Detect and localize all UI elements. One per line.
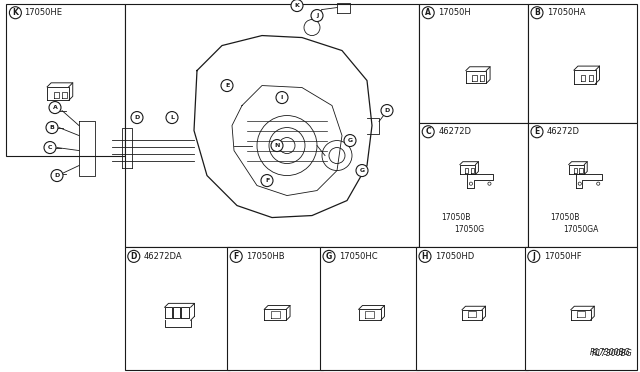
Circle shape (44, 142, 56, 154)
Text: 17050B: 17050B (442, 213, 471, 222)
Circle shape (344, 135, 356, 147)
Text: K: K (294, 3, 300, 8)
Circle shape (230, 250, 242, 262)
Text: A: A (52, 105, 58, 110)
Circle shape (381, 105, 393, 116)
Circle shape (166, 112, 178, 124)
Text: B: B (534, 8, 540, 17)
Circle shape (221, 80, 233, 92)
Text: E: E (534, 127, 540, 136)
Text: 17050GA: 17050GA (563, 225, 598, 234)
Bar (416, 247, 528, 370)
Text: 17050H: 17050H (438, 8, 471, 17)
Circle shape (261, 174, 273, 186)
Text: K: K (12, 8, 19, 17)
Bar (227, 247, 323, 370)
Text: C: C (48, 145, 52, 150)
Circle shape (531, 126, 543, 138)
Circle shape (356, 164, 368, 177)
Circle shape (422, 7, 434, 19)
Circle shape (51, 170, 63, 182)
Bar (525, 247, 637, 370)
Text: C: C (426, 127, 431, 136)
Text: G: G (360, 168, 365, 173)
Text: G: G (348, 138, 353, 143)
Text: H: H (422, 252, 428, 261)
Text: 17050G: 17050G (454, 225, 484, 234)
Circle shape (528, 250, 540, 262)
Text: D: D (134, 115, 140, 120)
Text: 46272D: 46272D (547, 127, 580, 136)
Bar (6, 4, 125, 156)
Circle shape (46, 122, 58, 134)
Circle shape (422, 126, 434, 138)
Text: 17050HF: 17050HF (544, 252, 581, 261)
Text: 17050HC: 17050HC (339, 252, 378, 261)
Text: 17050HA: 17050HA (547, 8, 586, 17)
Bar (125, 247, 230, 370)
Text: D: D (385, 108, 390, 113)
Text: B: B (49, 125, 54, 130)
Text: J: J (532, 252, 535, 261)
Circle shape (276, 92, 288, 103)
Circle shape (49, 102, 61, 113)
Text: I: I (281, 95, 283, 100)
Bar (528, 4, 637, 123)
Text: N: N (275, 143, 280, 148)
Bar (125, 4, 419, 247)
Bar (528, 123, 637, 247)
Circle shape (131, 112, 143, 124)
Text: E: E (225, 83, 229, 88)
Text: F: F (265, 178, 269, 183)
Bar (320, 247, 419, 370)
Text: J: J (316, 13, 318, 18)
Text: R17300BG: R17300BG (589, 348, 630, 357)
Text: R17300BG: R17300BG (591, 349, 632, 358)
Circle shape (419, 250, 431, 262)
Text: A: A (425, 8, 431, 17)
Bar (419, 4, 528, 123)
Text: 17050HB: 17050HB (246, 252, 285, 261)
Text: D: D (131, 252, 137, 261)
Text: 46272DA: 46272DA (144, 252, 182, 261)
Circle shape (531, 7, 543, 19)
Bar (419, 123, 528, 247)
Circle shape (323, 250, 335, 262)
Text: D: D (54, 173, 60, 178)
Circle shape (10, 7, 21, 19)
Text: F: F (234, 252, 239, 261)
Circle shape (291, 0, 303, 12)
Text: G: G (326, 252, 332, 261)
Circle shape (271, 140, 283, 151)
Text: 46272D: 46272D (438, 127, 471, 136)
Text: 17050HE: 17050HE (24, 8, 63, 17)
Text: L: L (170, 115, 174, 120)
Text: 17050B: 17050B (550, 213, 580, 222)
Text: 17050HD: 17050HD (435, 252, 474, 261)
Circle shape (128, 250, 140, 262)
Circle shape (311, 10, 323, 22)
